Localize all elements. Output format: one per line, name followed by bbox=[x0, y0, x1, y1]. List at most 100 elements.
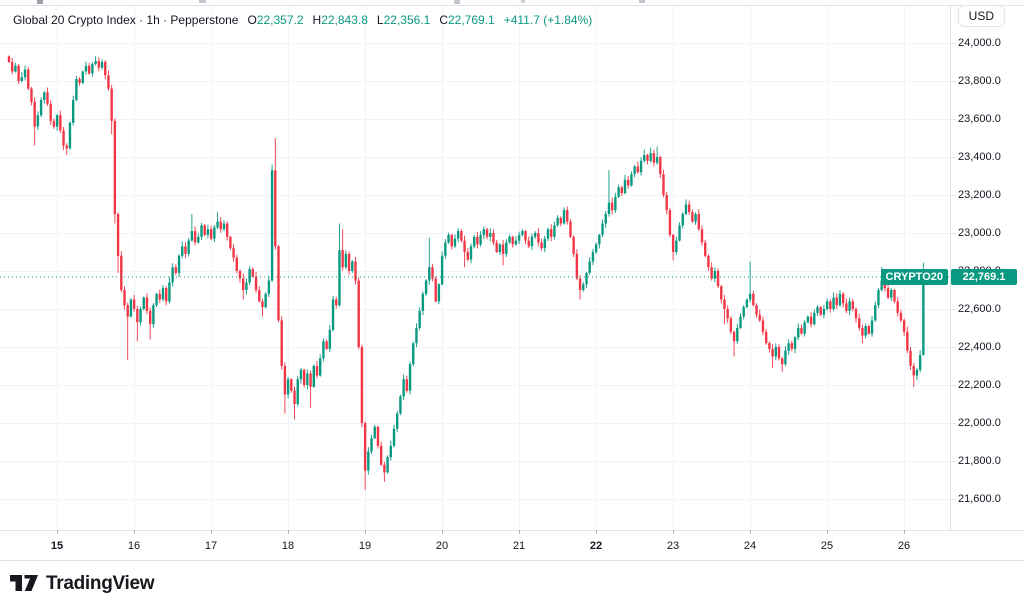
candle-body bbox=[793, 337, 797, 349]
candle-body bbox=[181, 246, 184, 256]
candle-body bbox=[49, 103, 52, 121]
candle-body bbox=[649, 153, 652, 161]
candle-body bbox=[556, 217, 559, 226]
candle-body bbox=[360, 347, 364, 423]
candle-body bbox=[386, 457, 389, 473]
candle-body bbox=[736, 328, 739, 342]
candle-body bbox=[838, 293, 842, 306]
candle-body bbox=[492, 233, 495, 243]
candle-body bbox=[684, 204, 688, 214]
candle-body bbox=[306, 373, 309, 385]
candle-body bbox=[819, 307, 822, 315]
candle-body bbox=[46, 92, 49, 104]
candle-body bbox=[617, 187, 620, 197]
candle-body bbox=[379, 445, 383, 465]
candle-body bbox=[17, 65, 20, 81]
legend: Global 20 Crypto Index · 1h · Pepperston… bbox=[13, 11, 592, 29]
candle-body bbox=[290, 379, 293, 391]
candle-body bbox=[341, 250, 344, 268]
currency-button[interactable]: USD bbox=[957, 5, 1005, 27]
candle-body bbox=[636, 166, 640, 173]
candle-body bbox=[912, 366, 915, 376]
candle-body bbox=[325, 341, 328, 349]
candle-body bbox=[723, 299, 726, 309]
candle-body bbox=[582, 284, 585, 290]
candle-body bbox=[338, 250, 341, 306]
candle-body bbox=[447, 234, 450, 243]
candle-body bbox=[835, 297, 838, 306]
symbol-title[interactable]: Global 20 Crypto Index · 1h · Pepperston… bbox=[13, 13, 239, 27]
candle-body bbox=[148, 310, 152, 325]
ohlc-high: H22,843.8 bbox=[312, 13, 368, 27]
candle-body bbox=[704, 242, 707, 256]
candle-body bbox=[899, 312, 903, 321]
candle-body bbox=[623, 179, 627, 194]
candle-body bbox=[299, 369, 303, 380]
candle-body bbox=[902, 320, 906, 332]
widget-bottom-border bbox=[0, 560, 1024, 561]
candle-body bbox=[248, 269, 251, 283]
candle-body bbox=[383, 464, 386, 473]
candle-body bbox=[758, 314, 761, 321]
candle-body bbox=[254, 276, 258, 290]
candle-body bbox=[27, 69, 30, 89]
price-scale-border bbox=[950, 5, 951, 530]
candle-body bbox=[700, 229, 704, 243]
candle-body bbox=[489, 233, 492, 237]
symbol-price-flag[interactable]: CRYPTO20 bbox=[880, 269, 948, 285]
ohlc-open: O22,357.2 bbox=[247, 13, 304, 27]
candle-body bbox=[476, 236, 479, 245]
candle-body bbox=[514, 240, 518, 245]
candle-body bbox=[84, 65, 88, 72]
candle-body bbox=[877, 290, 880, 306]
candle-body bbox=[614, 196, 617, 211]
time-tick-label: 19 bbox=[358, 540, 372, 552]
candle-body bbox=[363, 423, 367, 471]
candle-body bbox=[662, 174, 665, 195]
candle-body bbox=[216, 221, 219, 228]
tradingview-logo[interactable]: TradingView bbox=[10, 572, 155, 595]
time-tick-label: 18 bbox=[281, 540, 295, 552]
candle-body bbox=[424, 280, 428, 294]
candle-body bbox=[540, 242, 543, 249]
candle-body bbox=[270, 170, 274, 281]
price-tick-label: 24,000.0 bbox=[958, 37, 1001, 49]
candle-body bbox=[566, 210, 569, 222]
candle-body bbox=[36, 115, 40, 127]
time-tick-label: 15 bbox=[50, 540, 64, 552]
candle-body bbox=[726, 309, 729, 319]
candle-body bbox=[671, 234, 675, 252]
candle-body bbox=[559, 217, 563, 224]
time-tick-label: 20 bbox=[435, 540, 449, 552]
candle-body bbox=[261, 301, 264, 308]
candle-body bbox=[222, 223, 226, 230]
candle-body bbox=[168, 282, 171, 302]
candle-body bbox=[274, 170, 277, 247]
candle-body bbox=[729, 318, 733, 332]
candle-body bbox=[633, 166, 636, 175]
candle-body bbox=[659, 157, 662, 175]
candle-body bbox=[351, 261, 354, 271]
candle-body bbox=[585, 272, 588, 285]
price-tick-label: 22,200.0 bbox=[958, 379, 1001, 391]
candle-body bbox=[906, 331, 909, 351]
candle-body bbox=[309, 373, 312, 387]
candle-body bbox=[52, 120, 56, 127]
candle-body bbox=[803, 322, 806, 334]
candle-body bbox=[418, 310, 421, 328]
price-tick-label: 21,600.0 bbox=[958, 493, 1001, 505]
price-tick-label: 22,400.0 bbox=[958, 341, 1001, 353]
candle-body bbox=[444, 242, 447, 256]
last-price-label[interactable]: 22,769.1 bbox=[951, 269, 1017, 285]
candle-body bbox=[344, 253, 348, 268]
candle-body bbox=[745, 299, 749, 308]
candle-body bbox=[171, 267, 174, 283]
candle-body bbox=[55, 115, 59, 127]
candle-body bbox=[136, 309, 139, 323]
candle-body bbox=[39, 100, 43, 116]
candle-body bbox=[245, 282, 248, 290]
candle-body bbox=[517, 234, 521, 241]
price-tick-label: 22,600.0 bbox=[958, 303, 1001, 315]
candle-body bbox=[473, 236, 476, 247]
